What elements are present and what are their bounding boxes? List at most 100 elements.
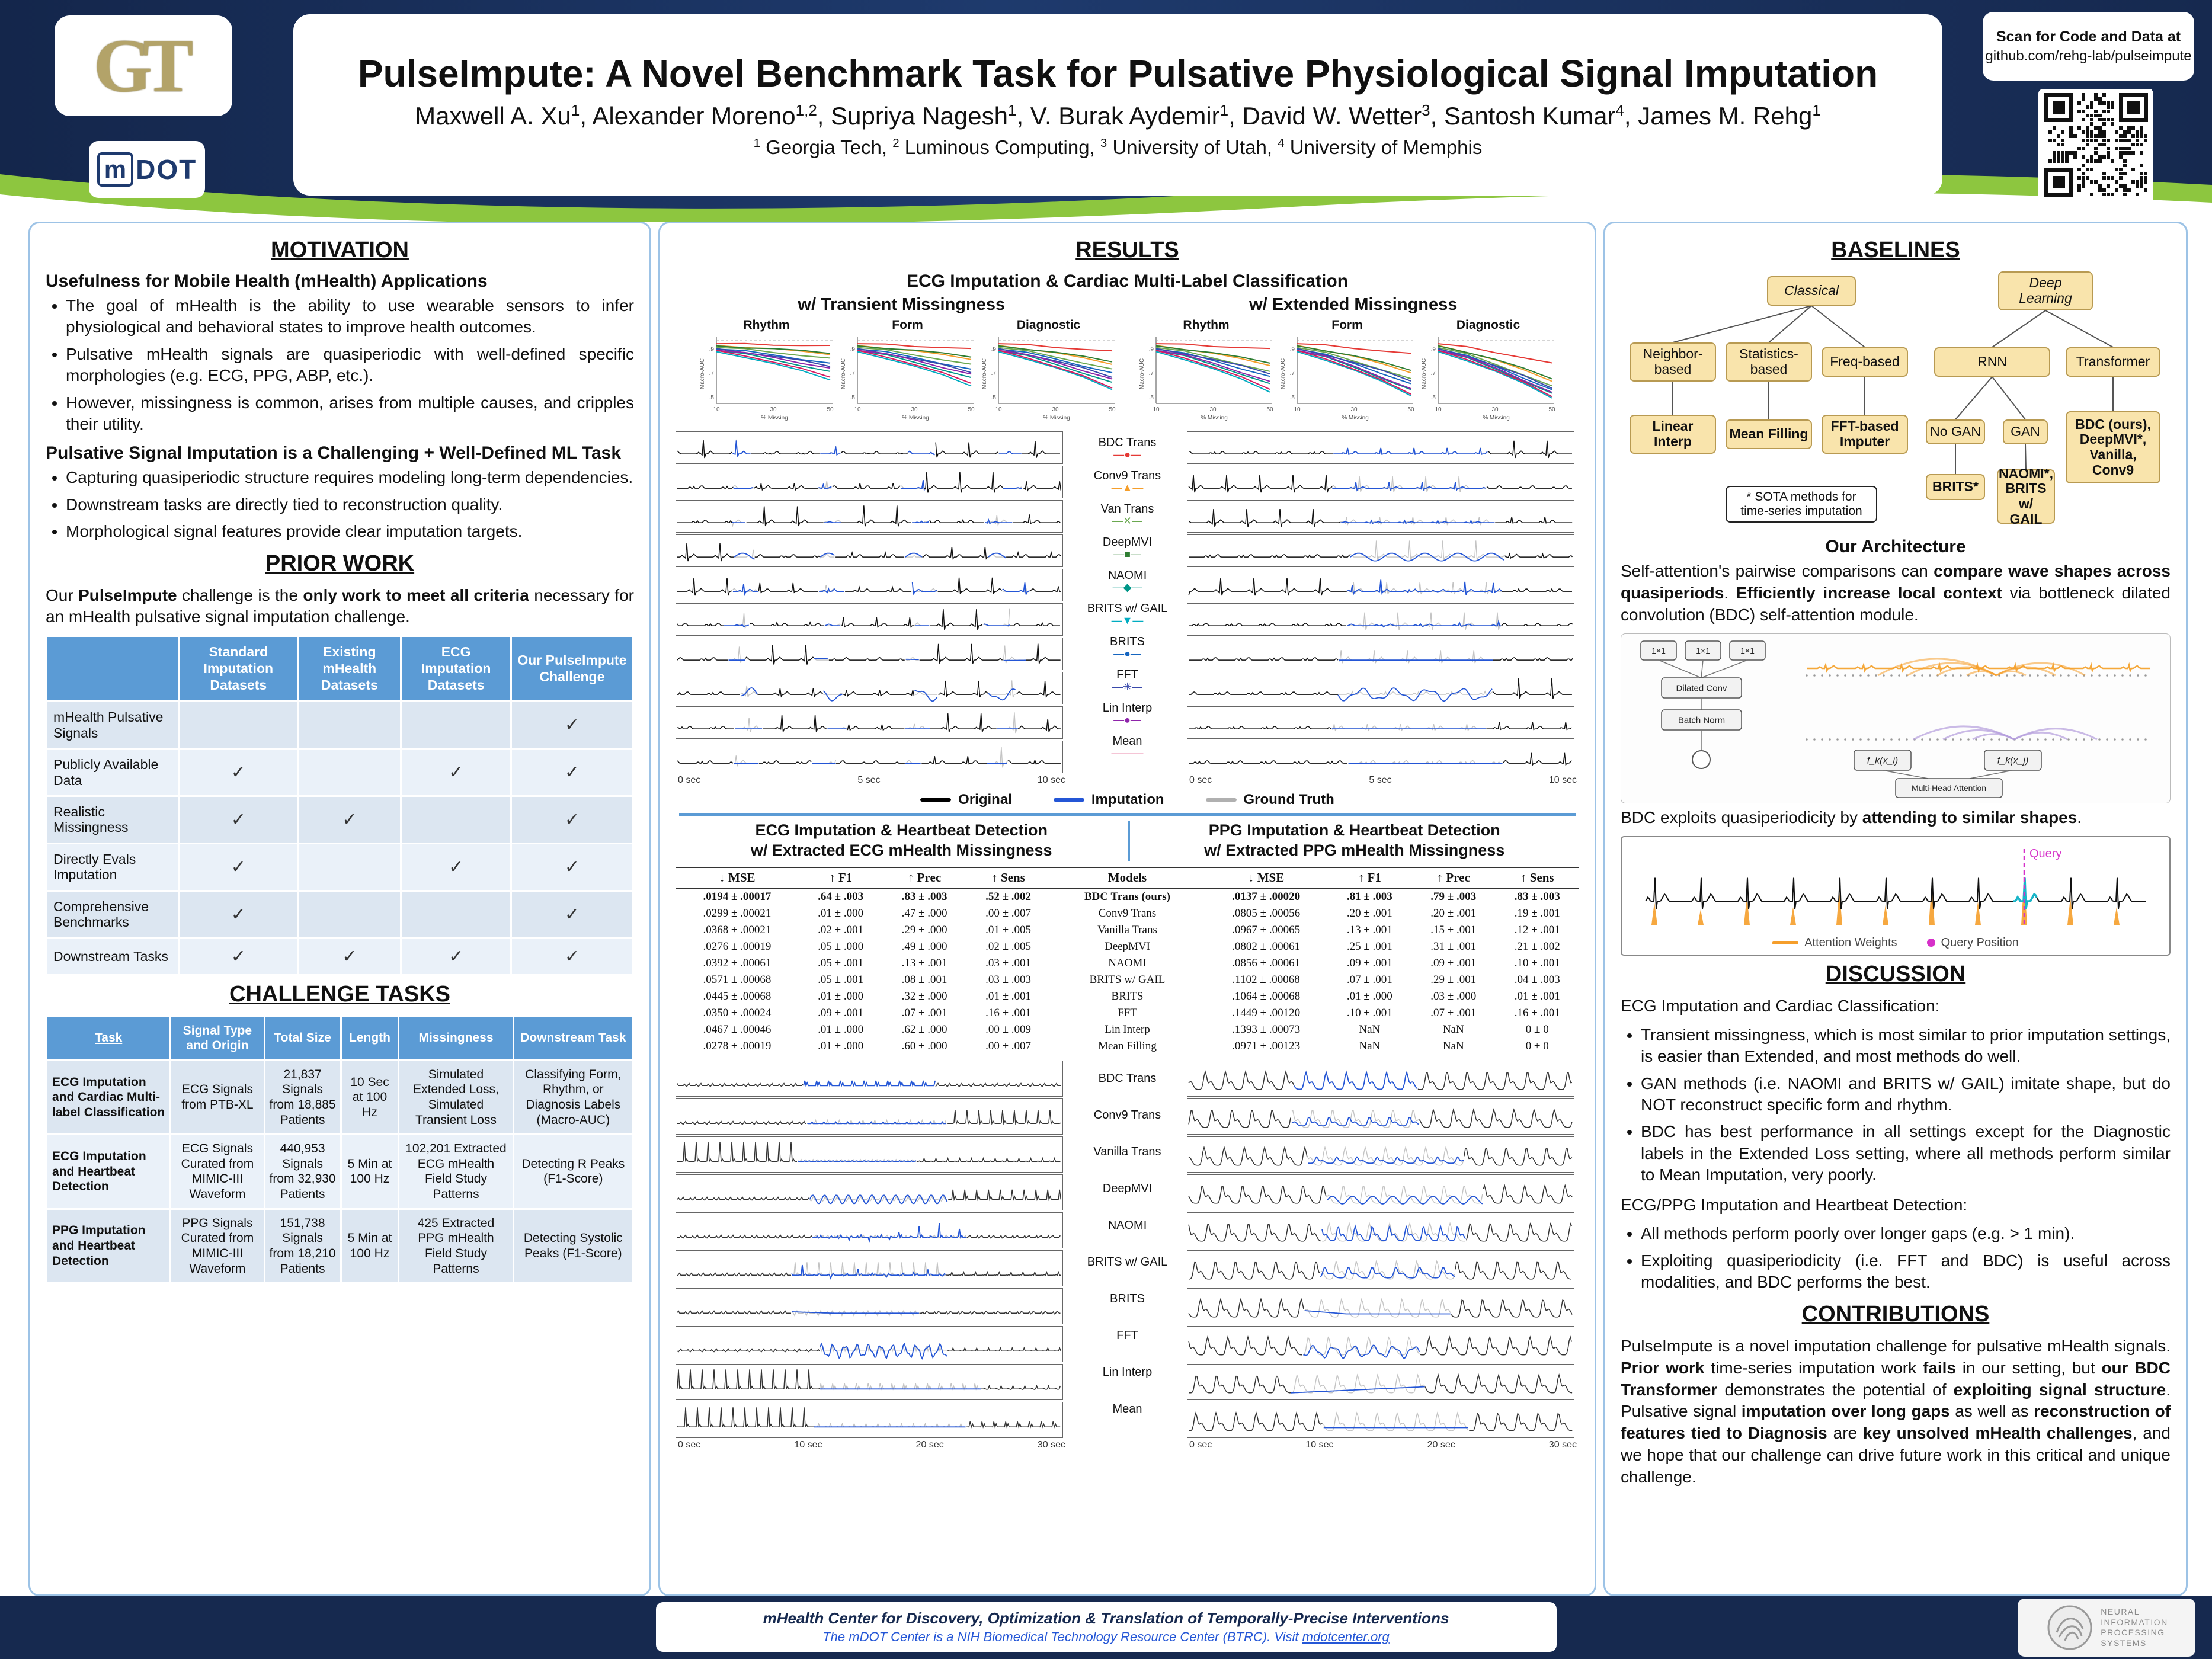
chart-title: Form <box>1331 318 1363 332</box>
svg-text:30: 30 <box>911 406 918 413</box>
tree-node-label: Linear <box>1652 418 1694 434</box>
tree-node-nogan: No GAN <box>1926 419 1985 444</box>
method-name: BRITS w/ GAIL <box>1087 1256 1168 1269</box>
right-column: BASELINES Classical Deep Learning Neighbor-… <box>1603 222 2188 1596</box>
method-name: NAOMI <box>1107 568 1147 582</box>
time-axis: 0 sec 5 sec 10 sec <box>676 775 1068 786</box>
tree-node-classical: Classical <box>1767 276 1856 306</box>
tree-node-label: Interp <box>1654 434 1692 449</box>
svg-text:Macro-AUC: Macro-AUC <box>1421 358 1427 389</box>
signal-trace <box>1187 466 1574 498</box>
svg-text:.9: .9 <box>991 346 996 353</box>
column-header: ↑ Prec <box>1411 866 1496 889</box>
tree-node-bdcbox: BDC (ours), DeepMVI*, Vanilla, Conv9 <box>2066 411 2160 483</box>
svg-text:Macro-AUC: Macro-AUC <box>699 358 706 389</box>
tree-node-label: based <box>1654 361 1692 377</box>
method-label: BDC Trans —●— <box>1073 431 1182 465</box>
table-row: .0467 ± .00046.01 ± .000.62 ± .000.00 ± … <box>703 1023 1549 1036</box>
tree-node-label: DeepMVI*, <box>2079 431 2147 447</box>
svg-text:30: 30 <box>1491 406 1499 413</box>
svg-text:.7: .7 <box>991 370 996 377</box>
svg-text:.7: .7 <box>1430 370 1436 377</box>
method-label: FFT <box>1073 1318 1182 1354</box>
bullet-item: All methods perform poorly over longer g… <box>1641 1223 2171 1244</box>
header-band: GT m DOT PulseImpute: A Novel Benchmark … <box>0 0 2212 222</box>
neurips-swirl-icon <box>2047 1605 2092 1650</box>
tree-node-label: Transformer <box>2076 354 2150 370</box>
signal-trace <box>1187 672 1574 704</box>
method-label: NAOMI —◆— <box>1073 564 1182 597</box>
axis-tick-label: 10 sec <box>794 1439 822 1450</box>
column-header: ↑ Sens <box>966 866 1051 889</box>
tree-node-transformer: Transformer <box>2066 347 2160 377</box>
mini-chart: Rhythm .9 .7 .5 10 30 50 Macro-AUC % Missing <box>699 318 835 425</box>
tree-node-mean: Mean Filling <box>1726 419 1812 449</box>
attention-weights-plot: Query <box>1645 847 2146 925</box>
chart-title: Form <box>892 318 923 332</box>
axis-tick-label: 10 sec <box>1548 775 1577 785</box>
table-row: .0276 ± .00019.05 ± .000.49 ± .000.02 ± … <box>703 940 1560 953</box>
table-row: Realistic Missingness ✓ ✓ ✓ <box>45 795 635 844</box>
scan-url: github.com/rehg-lab/pulseimpute <box>1985 47 2192 64</box>
macro-auc-line-chart: .9 .7 .5 10 30 50 Macro-AUC % Missing <box>1280 337 1414 421</box>
svg-text:50: 50 <box>968 406 975 413</box>
method-name: FFT <box>1116 1329 1138 1342</box>
svg-text:.7: .7 <box>1148 370 1154 377</box>
signal-trace <box>1187 1060 1574 1097</box>
method-marker-icon: —▲— <box>1111 481 1144 494</box>
heartbeat-headings: ECG Imputation & Heartbeat Detection w/ E… <box>676 821 1579 861</box>
architecture-diagram: 1×1 1×1 1×1 Dilated Conv Batch Norm f_k(x_i) f… <box>1621 633 2171 803</box>
svg-text:Macro-AUC: Macro-AUC <box>1139 358 1145 389</box>
discussion-lead-2: ECG/PPG Imputation and Heartbeat Detecti… <box>1621 1195 1968 1214</box>
signal-trace <box>1187 1174 1574 1210</box>
method-marker-icon: —●— <box>1113 448 1141 460</box>
signal-trace <box>676 466 1063 498</box>
svg-text:.5: .5 <box>1430 395 1436 401</box>
bullet-item: GAN methods (i.e. NAOMI and BRITS w/ GAI… <box>1641 1073 2171 1116</box>
svg-text:.5: .5 <box>1148 395 1154 401</box>
svg-text:% Missing: % Missing <box>761 415 788 421</box>
svg-text:.5: .5 <box>991 395 996 401</box>
column-header: ECG Imputation Datasets <box>400 635 512 703</box>
tree-node-label: Imputer <box>1839 434 1890 449</box>
discussion-bullets-1: Transient missingness, which is most sim… <box>1641 1024 2171 1186</box>
ppg-hb-heading: PPG Imputation & Heartbeat Detection w/ E… <box>1127 821 1580 861</box>
gt-letters: GT <box>93 23 194 108</box>
svg-text:.5: .5 <box>850 395 855 401</box>
tree-node-label: Neighbor- <box>1643 346 1703 362</box>
table-row: PPG Imputation and Heartbeat Detection PP… <box>45 1208 635 1285</box>
macro-auc-line-chart: .9 .7 .5 10 30 50 Macro-AUC % Missing <box>840 337 975 421</box>
svg-text:% Missing: % Missing <box>1483 415 1510 421</box>
column-header <box>45 635 180 703</box>
neurips-wordmark: NEURAL INFORMATION PROCESSING SYSTEMS <box>2101 1607 2168 1648</box>
macro-auc-line-chart: .9 .7 .5 10 30 50 Macro-AUC % Missing <box>1421 337 1555 421</box>
svg-text:Multi-Head Attention: Multi-Head Attention <box>1912 783 1986 793</box>
signal-trace <box>676 1098 1063 1135</box>
method-name: Conv9 Trans <box>1093 1109 1161 1122</box>
legend-item: Imputation <box>1053 792 1164 808</box>
signal-trace <box>1187 603 1574 636</box>
bdc-architecture-figure: 1×1 1×1 1×1 Dilated Conv Batch Norm f_k(x_i) f… <box>1640 640 2150 798</box>
table-row: Directly Evals Imputation ✓ ✓ ✓ <box>45 842 635 892</box>
legend-swatch <box>1205 798 1237 802</box>
axis-tick-label: 10 sec <box>1037 775 1065 785</box>
challenge-tasks-heading: CHALLENGE TASKS <box>229 981 450 1007</box>
column-header: Models <box>1050 866 1205 889</box>
tree-node-label: Freq-based <box>1830 354 1900 370</box>
mini-chart: Rhythm .9 .7 .5 10 30 50 Macro-AUC % Missing <box>1138 318 1275 425</box>
svg-text:Macro-AUC: Macro-AUC <box>981 358 988 389</box>
signal-trace <box>676 534 1063 567</box>
method-name: BRITS <box>1110 1292 1145 1305</box>
title-card: PulseImpute: A Novel Benchmark Task for … <box>293 14 1942 196</box>
method-label: BRITS <box>1073 1281 1182 1318</box>
svg-text:.7: .7 <box>1289 370 1295 377</box>
qr-pattern <box>2040 89 2152 200</box>
table-row: ECG Imputation and Cardiac Multi-label C… <box>45 1059 635 1136</box>
signal-trace <box>1187 638 1574 670</box>
method-name: FFT <box>1116 668 1138 681</box>
svg-text:50: 50 <box>1109 406 1116 413</box>
legend-label: Query Position <box>1941 936 2019 949</box>
legend-label: Original <box>958 792 1012 808</box>
signal-trace <box>1187 431 1574 464</box>
method-name: BDC Trans <box>1098 435 1157 449</box>
